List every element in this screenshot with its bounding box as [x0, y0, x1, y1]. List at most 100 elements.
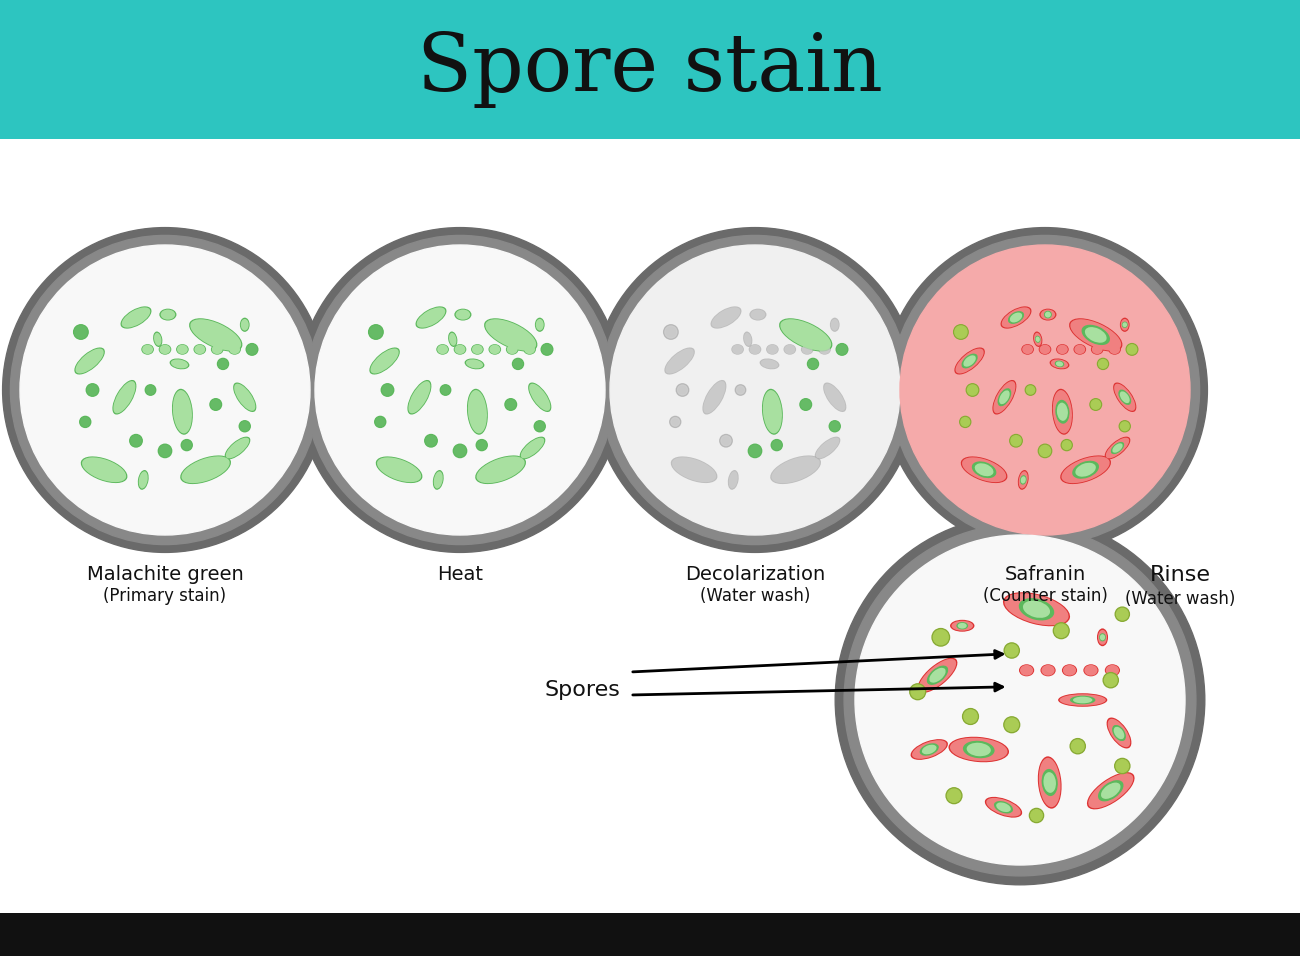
Ellipse shape: [780, 319, 831, 351]
Ellipse shape: [962, 354, 978, 368]
Circle shape: [1061, 440, 1072, 450]
Circle shape: [369, 325, 384, 339]
Ellipse shape: [818, 344, 831, 355]
Circle shape: [246, 343, 257, 356]
Circle shape: [1031, 810, 1043, 821]
Circle shape: [1040, 445, 1050, 456]
Ellipse shape: [176, 344, 188, 355]
Ellipse shape: [950, 738, 1008, 761]
Circle shape: [442, 386, 450, 394]
Ellipse shape: [1049, 358, 1070, 369]
Ellipse shape: [729, 471, 738, 489]
Circle shape: [476, 440, 488, 450]
Ellipse shape: [1039, 344, 1052, 355]
Ellipse shape: [233, 382, 256, 412]
Ellipse shape: [1000, 390, 1010, 404]
Ellipse shape: [1100, 634, 1105, 641]
Ellipse shape: [1113, 382, 1136, 412]
Circle shape: [506, 400, 515, 409]
Circle shape: [1071, 740, 1084, 752]
Circle shape: [1115, 607, 1130, 621]
Ellipse shape: [376, 456, 422, 483]
Ellipse shape: [1002, 307, 1031, 328]
Circle shape: [426, 436, 436, 445]
Ellipse shape: [1020, 475, 1027, 485]
Ellipse shape: [997, 388, 1011, 406]
Circle shape: [239, 421, 251, 432]
Ellipse shape: [952, 620, 972, 631]
Ellipse shape: [1112, 725, 1126, 741]
Circle shape: [1053, 622, 1069, 639]
Ellipse shape: [664, 347, 694, 375]
Circle shape: [750, 445, 760, 456]
Ellipse shape: [476, 455, 526, 484]
Ellipse shape: [81, 456, 127, 483]
Ellipse shape: [1062, 456, 1110, 483]
Ellipse shape: [1098, 633, 1106, 641]
Circle shape: [1104, 673, 1118, 687]
Ellipse shape: [819, 345, 829, 354]
Circle shape: [455, 445, 465, 456]
Ellipse shape: [225, 437, 251, 460]
Ellipse shape: [1075, 463, 1096, 477]
Circle shape: [1070, 739, 1085, 753]
Bar: [0, 0, 1300, 139]
Ellipse shape: [437, 344, 448, 355]
Circle shape: [374, 417, 386, 427]
Ellipse shape: [1058, 693, 1108, 706]
Circle shape: [736, 384, 746, 395]
Ellipse shape: [958, 623, 967, 629]
Text: (Water wash): (Water wash): [1124, 590, 1235, 608]
Circle shape: [772, 441, 781, 449]
Circle shape: [477, 441, 486, 449]
Ellipse shape: [437, 345, 448, 354]
Circle shape: [512, 358, 524, 369]
Circle shape: [160, 445, 170, 456]
Circle shape: [369, 326, 382, 338]
Circle shape: [514, 359, 523, 368]
Circle shape: [771, 440, 783, 450]
Text: Rinse: Rinse: [1149, 565, 1210, 585]
Ellipse shape: [448, 333, 456, 346]
Circle shape: [541, 343, 552, 356]
Ellipse shape: [82, 457, 126, 482]
Ellipse shape: [465, 359, 484, 368]
Ellipse shape: [1105, 437, 1130, 460]
Ellipse shape: [1088, 773, 1134, 808]
Ellipse shape: [534, 317, 545, 332]
Ellipse shape: [1083, 664, 1098, 676]
Ellipse shape: [181, 455, 231, 484]
Circle shape: [75, 326, 87, 338]
Ellipse shape: [1001, 306, 1031, 329]
Circle shape: [1097, 358, 1109, 369]
Ellipse shape: [433, 470, 443, 489]
Ellipse shape: [762, 389, 783, 435]
Ellipse shape: [161, 310, 176, 319]
Ellipse shape: [1109, 345, 1121, 354]
Circle shape: [1117, 608, 1128, 620]
Circle shape: [954, 325, 968, 339]
Circle shape: [247, 345, 256, 354]
Ellipse shape: [744, 332, 753, 347]
Circle shape: [722, 436, 731, 445]
Circle shape: [801, 400, 810, 409]
Ellipse shape: [732, 345, 744, 354]
Ellipse shape: [471, 344, 484, 355]
Circle shape: [749, 445, 762, 458]
Circle shape: [948, 789, 961, 802]
Circle shape: [1039, 445, 1052, 458]
Circle shape: [946, 788, 962, 804]
Ellipse shape: [407, 380, 432, 415]
Ellipse shape: [961, 456, 1008, 483]
Ellipse shape: [1056, 361, 1063, 366]
Circle shape: [663, 325, 679, 339]
Ellipse shape: [1070, 319, 1121, 351]
Ellipse shape: [139, 471, 148, 489]
Ellipse shape: [1052, 389, 1072, 435]
Circle shape: [1121, 422, 1130, 430]
Ellipse shape: [195, 345, 205, 354]
Text: Heat: Heat: [437, 565, 484, 584]
Ellipse shape: [744, 333, 751, 346]
Ellipse shape: [229, 344, 240, 355]
Circle shape: [218, 359, 227, 368]
